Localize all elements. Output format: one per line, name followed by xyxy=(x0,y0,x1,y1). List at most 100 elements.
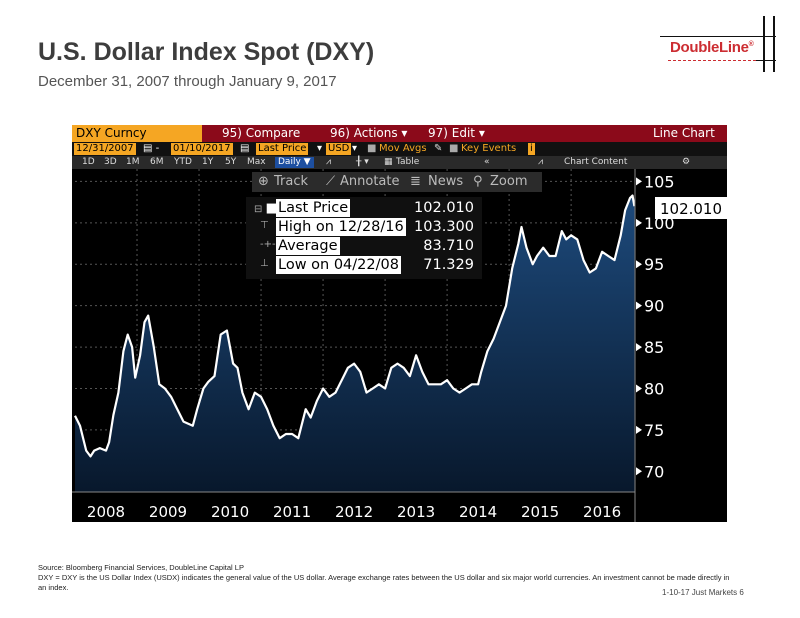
news-tool[interactable]: News xyxy=(428,174,464,189)
end-date-field[interactable]: 01/10/2017 xyxy=(171,143,233,155)
y-tick-label: 75 xyxy=(644,421,664,440)
low-marker-icon: ⊥ xyxy=(260,258,269,269)
legend-value: 71.329 xyxy=(423,257,474,273)
y-tick-marker xyxy=(636,218,642,227)
dropdown-icon[interactable]: ▾ xyxy=(317,143,323,154)
y-tick-label: 90 xyxy=(644,297,664,316)
x-tick-label: 2015 xyxy=(521,503,559,521)
currency-select[interactable]: USD xyxy=(326,143,352,155)
legend-row: ⊥ Low on 04/22/08 71.329 xyxy=(246,256,482,275)
start-date-field[interactable]: 12/31/2007 xyxy=(74,143,136,155)
y-tick-marker xyxy=(636,384,642,393)
period-button[interactable]: 1Y xyxy=(202,157,214,167)
x-tick-label: 2016 xyxy=(583,503,621,521)
zoom-icon[interactable]: ⚲ xyxy=(473,174,483,189)
edit-menu[interactable]: 97) Edit ▾ xyxy=(428,126,485,140)
actions-menu[interactable]: 96) Actions ▾ xyxy=(330,126,408,140)
news-icon[interactable]: ≣ xyxy=(410,174,421,189)
terminal-toolbar: DXY Curncy 95) Compare 96) Actions ▾ 97)… xyxy=(72,125,727,142)
y-tick-label: 105 xyxy=(644,172,675,191)
annotate-tool[interactable]: Annotate xyxy=(340,174,400,189)
high-marker-icon: ⊤ xyxy=(260,220,269,231)
x-tick-label: 2012 xyxy=(335,503,373,521)
legend-row: -+- Average 83.710 xyxy=(246,237,482,256)
crosshair-icon[interactable]: ⊕ xyxy=(258,174,269,189)
series-line xyxy=(74,194,636,458)
y-tick-label: 80 xyxy=(644,379,664,398)
y-tick-marker xyxy=(636,425,642,434)
legend-value: 103.300 xyxy=(414,219,474,235)
gear-icon[interactable]: ⚙ xyxy=(682,157,691,167)
table-button[interactable]: Table xyxy=(396,157,420,167)
bar-style-icon[interactable]: ╂ ▾ xyxy=(356,157,369,167)
logo-line xyxy=(756,60,776,61)
legend-value: 102.010 xyxy=(414,200,474,216)
annotate-icon[interactable]: ⟋ xyxy=(326,174,336,189)
ticker-field[interactable]: DXY Curncy xyxy=(72,125,202,142)
info-icon[interactable]: i xyxy=(528,143,535,155)
logo-text: DoubleLine® xyxy=(670,39,754,56)
legend-marker-icon: ⊟ ■ xyxy=(254,201,278,216)
y-tick-marker xyxy=(636,467,642,476)
x-tick-label: 2013 xyxy=(397,503,435,521)
legend-label: Last Price xyxy=(276,199,351,217)
y-tick-label: 95 xyxy=(644,255,664,274)
x-tick-label: 2010 xyxy=(211,503,249,521)
source-note: Source: Bloomberg Financial Services, Do… xyxy=(38,563,244,572)
y-tick-marker xyxy=(636,260,642,269)
period-bar: 1D 3D 1M 6M YTD 1Y 5Y Max Daily ▼ ⩘ ╂ ▾ … xyxy=(72,156,727,169)
period-button[interactable]: YTD xyxy=(174,157,192,167)
average-marker-icon: -+- xyxy=(260,239,276,250)
page-subtitle: December 31, 2007 through January 9, 201… xyxy=(38,73,337,90)
y-tick-marker xyxy=(636,301,642,310)
mov-avgs-toggle[interactable]: Mov Avgs xyxy=(379,143,427,154)
period-button[interactable]: Max xyxy=(247,157,266,167)
calendar-icon[interactable]: ▤ - xyxy=(143,143,160,154)
legend-value: 83.710 xyxy=(423,238,474,254)
last-price-tag: 102.010 xyxy=(655,197,727,219)
key-events-toggle[interactable]: Key Events xyxy=(461,143,517,154)
line-style-icon[interactable]: ⩘ xyxy=(326,157,332,167)
y-tick-marker xyxy=(636,343,642,352)
checkbox-icon[interactable]: ■ xyxy=(367,143,377,154)
legend-row: ⊤ High on 12/28/16 103.300 xyxy=(246,218,482,237)
y-tick-marker xyxy=(636,177,642,186)
legend-label: Average xyxy=(276,237,340,255)
track-tool[interactable]: Track xyxy=(274,174,309,189)
chart-content-button[interactable]: Chart Content xyxy=(564,157,628,167)
logo-line xyxy=(773,16,775,72)
dropdown-icon[interactable]: ▾ xyxy=(352,143,358,154)
collapse-icon[interactable]: « xyxy=(484,157,490,167)
period-button[interactable]: 6M xyxy=(150,157,164,167)
x-tick-label: 2014 xyxy=(459,503,497,521)
logo-dash xyxy=(668,60,756,61)
chart-legend: ⊟ ■ Last Price 102.010 ⊤ High on 12/28/1… xyxy=(246,197,482,279)
chart-type-label: Line Chart xyxy=(653,126,715,140)
series-area xyxy=(75,195,635,492)
checkbox-icon[interactable]: ■ xyxy=(449,143,459,154)
logo-line xyxy=(660,36,776,37)
definition-note: DXY = DXY is the US Dollar Index (USDX) … xyxy=(38,573,730,592)
doubleline-logo: DoubleLine® xyxy=(660,16,776,72)
logo-line xyxy=(763,16,765,72)
legend-label: Low on 04/22/08 xyxy=(276,256,401,274)
legend-label: High on 12/28/16 xyxy=(276,218,406,236)
page-footer: 1-10-17 Just Markets 6 xyxy=(662,588,744,597)
frequency-select[interactable]: Daily ▼ xyxy=(275,157,314,168)
period-button[interactable]: 5Y xyxy=(225,157,237,167)
date-range-bar: 12/31/2007 ▤ - 01/10/2017 ▤ Last Price ▾… xyxy=(72,142,727,156)
zoom-tool[interactable]: Zoom xyxy=(490,174,528,189)
bloomberg-chart: 2008 2009 2010 2011 2012 2013 2014 2015 2016 70 75… xyxy=(72,125,727,522)
period-button[interactable]: 3D xyxy=(104,157,117,167)
chart-content-icon[interactable]: ⩘ xyxy=(538,157,544,167)
table-icon[interactable]: ▦ xyxy=(384,157,393,167)
x-tick-label: 2011 xyxy=(273,503,311,521)
period-button[interactable]: 1D xyxy=(82,157,95,167)
field-select[interactable]: Last Price xyxy=(256,143,309,155)
pencil-icon[interactable]: ✎ xyxy=(434,143,443,154)
calendar-icon[interactable]: ▤ xyxy=(240,143,250,154)
y-tick-label: 70 xyxy=(644,462,664,481)
x-tick-label: 2009 xyxy=(149,503,187,521)
compare-menu[interactable]: 95) Compare xyxy=(222,126,301,140)
period-button[interactable]: 1M xyxy=(126,157,140,167)
